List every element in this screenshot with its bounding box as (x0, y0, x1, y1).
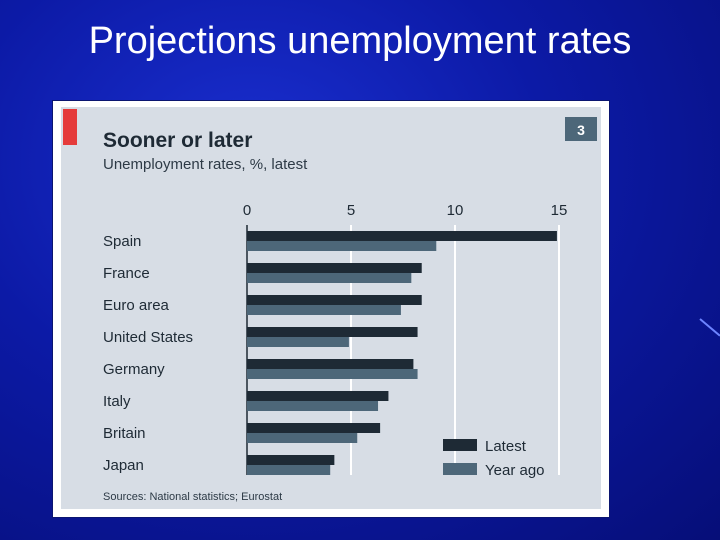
bar-year-ago (247, 241, 437, 251)
chart-subtitle: Unemployment rates, %, latest (103, 156, 308, 173)
category-label: Italy (103, 393, 131, 410)
category-label: Euro area (103, 297, 170, 314)
chart-panel: 3 Sooner or later Unemployment rates, %,… (52, 100, 610, 518)
legend-label: Year ago (485, 462, 545, 479)
bar-latest (247, 391, 389, 401)
category-label: United States (103, 329, 193, 346)
x-tick-label: 10 (447, 202, 464, 219)
legend-swatch (443, 439, 477, 451)
bar-latest (247, 327, 418, 337)
chart-number-badge: 3 (577, 122, 585, 138)
bar-latest (247, 455, 335, 465)
bar-latest (247, 295, 422, 305)
unemployment-bar-chart: 3 Sooner or later Unemployment rates, %,… (61, 107, 601, 509)
category-label: Britain (103, 425, 146, 442)
chart-source: Sources: National statistics; Eurostat (103, 491, 282, 503)
bar-latest (247, 231, 557, 241)
category-label: Japan (103, 457, 144, 474)
bar-year-ago (247, 369, 418, 379)
bar-year-ago (247, 273, 412, 283)
x-tick-label: 0 (243, 202, 251, 219)
decorative-line (699, 318, 720, 337)
bar-latest (247, 423, 381, 433)
legend-swatch (443, 463, 477, 475)
chart-number-badge-box (565, 117, 597, 141)
chart-title: Sooner or later (103, 129, 252, 152)
bar-latest (247, 263, 422, 273)
x-tick-label: 5 (347, 202, 355, 219)
bar-year-ago (247, 465, 331, 475)
x-tick-label: 15 (551, 202, 568, 219)
accent-tag (63, 109, 77, 145)
slide-title: Projections unemployment rates (88, 20, 632, 62)
category-label: France (103, 265, 150, 282)
bar-latest (247, 359, 414, 369)
bar-year-ago (247, 305, 401, 315)
legend-label: Latest (485, 438, 527, 455)
bar-year-ago (247, 337, 349, 347)
bar-year-ago (247, 433, 358, 443)
category-label: Spain (103, 233, 141, 250)
category-label: Germany (103, 361, 165, 378)
bar-year-ago (247, 401, 379, 411)
